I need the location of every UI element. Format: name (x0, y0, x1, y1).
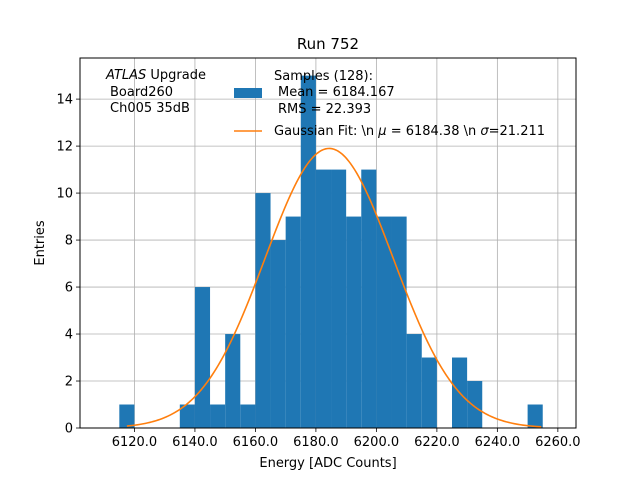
histogram-bar (346, 216, 362, 428)
annotation-line-2: Board260 (110, 85, 173, 100)
atlas-annotation: ATLAS Upgrade Board260 Ch005 35dB (105, 68, 206, 116)
legend-hist-line-2: Mean = 6184.167 (278, 85, 395, 100)
y-tick-label: 0 (65, 422, 73, 437)
histogram-bar (406, 334, 422, 428)
histogram-bar (421, 357, 437, 428)
histogram-bars (119, 75, 543, 429)
y-tick-label: 6 (65, 281, 73, 296)
legend-hist-swatch (234, 88, 262, 98)
x-tick-label: 6180.0 (293, 435, 339, 450)
x-tick-label: 6200.0 (354, 435, 400, 450)
y-tick-label: 4 (65, 328, 73, 343)
histogram-bar (179, 404, 195, 428)
histogram-bar (331, 169, 347, 429)
x-axis-ticks: 6120.0 6140.0 6160.0 6180.0 6200.0 6220.0 6240… (112, 428, 581, 450)
x-tick-label: 6120.0 (112, 435, 158, 450)
histogram-bar (300, 75, 316, 428)
histogram-bar (361, 169, 377, 429)
histogram-bar (376, 216, 392, 428)
chart-title: Run 752 (297, 35, 359, 53)
legend: Samples (128): Mean = 6184.167 RMS = 22.… (234, 69, 545, 139)
legend-fit-label: Gaussian Fit: \n μ = 6184.38 \n σ=21.211 (274, 124, 545, 139)
histogram-bar (527, 404, 543, 428)
plot-frame (79, 57, 577, 429)
histogram-bar (285, 216, 301, 428)
x-tick-label: 6140.0 (172, 435, 218, 450)
y-axis-label: Entries (33, 220, 48, 266)
histogram-bar (225, 334, 241, 428)
y-tick-label: 2 (65, 375, 73, 390)
histogram-bar (391, 216, 407, 428)
y-tick-label: 8 (65, 234, 73, 249)
legend-fit-sigma: σ (480, 124, 489, 139)
histogram-bar (240, 404, 256, 428)
legend-fit-mu: μ (377, 124, 386, 139)
histogram-bar (210, 404, 226, 428)
annotation-atlas: ATLAS (105, 68, 146, 83)
annotation-line-1: ATLAS Upgrade (105, 68, 206, 83)
y-tick-label: 14 (56, 93, 73, 108)
annotation-line-3: Ch005 35dB (110, 101, 190, 116)
histogram-bar (315, 169, 332, 429)
x-tick-label: 6260.0 (535, 435, 581, 450)
x-axis-label: Energy [ADC Counts] (259, 456, 396, 471)
y-tick-label: 12 (56, 140, 73, 155)
annotation-upgrade: Upgrade (146, 68, 206, 83)
legend-fit-post: =21.211 (489, 124, 545, 139)
histogram-bar (119, 404, 135, 428)
x-tick-label: 6160.0 (233, 435, 279, 450)
x-tick-label: 6240.0 (475, 435, 521, 450)
histogram-bar (270, 240, 286, 428)
legend-hist-line-1: Samples (128): (274, 69, 373, 84)
y-tick-label: 10 (56, 187, 73, 202)
histogram-bar (467, 381, 483, 428)
histogram-bar (194, 287, 211, 428)
x-tick-label: 6220.0 (414, 435, 460, 450)
gaussian-fit-curve (126, 147, 542, 428)
y-axis-ticks: 0 2 4 6 8 10 12 14 (56, 93, 80, 437)
legend-fit-mid: = 6184.38 \n (387, 124, 481, 139)
legend-fit-pre: Gaussian Fit: \n (274, 124, 378, 139)
histogram-bar (255, 193, 271, 428)
legend-hist-line-3: RMS = 22.393 (278, 102, 371, 117)
